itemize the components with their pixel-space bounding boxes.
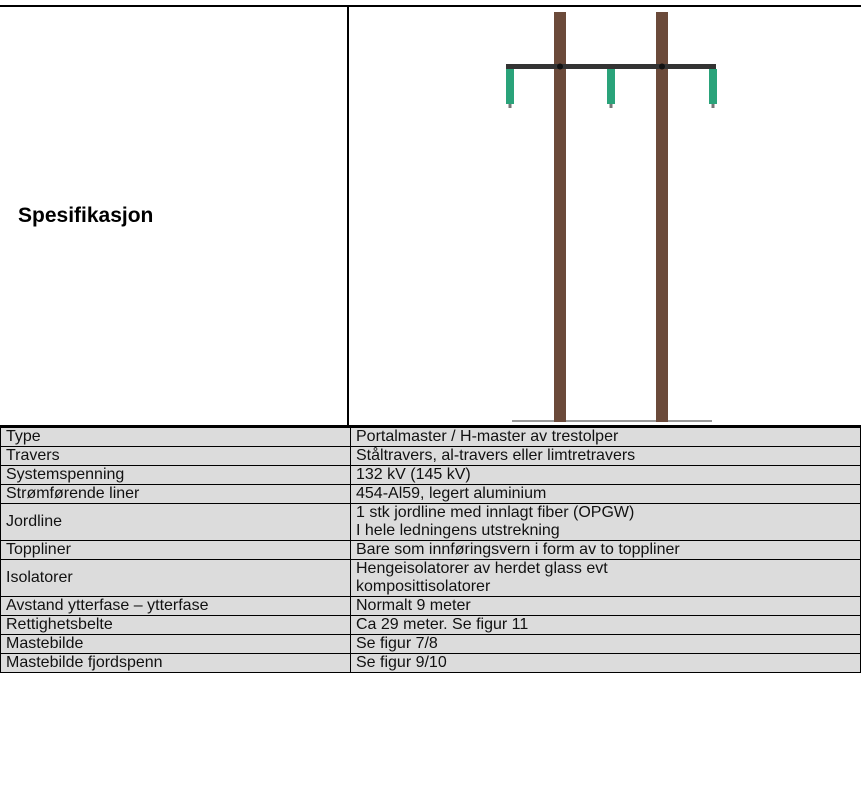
spec-label: Systemspenning bbox=[0, 465, 351, 485]
spec-label: Toppliner bbox=[0, 540, 351, 560]
spec-label: Mastebilde fjordspenn bbox=[0, 653, 351, 673]
spec-row: Travers Ståltravers, al-travers eller lim… bbox=[0, 446, 861, 466]
spec-value: Ståltravers, al-travers eller limtretrav… bbox=[350, 446, 861, 466]
spec-label: Strømførende liner bbox=[0, 484, 351, 504]
spec-value-line: Bare som innføringsvern i form av to top… bbox=[356, 541, 680, 558]
spec-rows: Type Portalmaster / H-master av trestolpe… bbox=[0, 427, 861, 673]
spec-value: 454-Al59, legert aluminium bbox=[350, 484, 861, 504]
spec-label: Mastebilde bbox=[0, 634, 351, 654]
spec-value: Portalmaster / H-master av trestolper bbox=[350, 427, 861, 447]
spec-value-line: Hengeisolatorer av herdet glass evt bbox=[356, 560, 608, 577]
spec-value-line: Se figur 9/10 bbox=[356, 654, 447, 671]
title: Spesifikasjon bbox=[0, 7, 349, 425]
spec-value: 132 kV (145 kV) bbox=[350, 465, 861, 485]
pole-drawing bbox=[506, 12, 717, 422]
spec-value-line: I hele ledningens utstrekning bbox=[356, 522, 560, 539]
spec-row: Mastebilde Se figur 7/8 bbox=[0, 634, 861, 654]
spec-row: Type Portalmaster / H-master av trestolpe… bbox=[0, 427, 861, 447]
spec-label: Avstand ytterfase – ytterfase bbox=[0, 596, 351, 616]
spec-value-line: komposittisolatorer bbox=[356, 578, 491, 595]
header-row: Spesifikasjon bbox=[0, 7, 861, 427]
spec-value: Ca 29 meter. Se figur 11 bbox=[350, 615, 861, 635]
spec-row: Isolatorer Hengeisolatorer av herdet glas… bbox=[0, 559, 861, 597]
spec-row: Avstand ytterfase – ytterfase Normalt 9 m… bbox=[0, 596, 861, 616]
spec-row: Jordline 1 stk jordline med innlagt fiber… bbox=[0, 503, 861, 541]
spec-value-line: 132 kV (145 kV) bbox=[356, 466, 471, 483]
spec-label: Jordline bbox=[0, 503, 351, 541]
spec-row: Strømførende liner 454-Al59, legert alumi… bbox=[0, 484, 861, 504]
spec-value: 1 stk jordline med innlagt fiber (OPGW) I… bbox=[350, 503, 861, 541]
spec-row: Toppliner Bare som innføringsvern i form … bbox=[0, 540, 861, 560]
spec-value: Normalt 9 meter bbox=[350, 596, 861, 616]
spec-value-line: Ståltravers, al-travers eller limtretrav… bbox=[356, 447, 636, 464]
spec-value-line: Normalt 9 meter bbox=[356, 597, 471, 614]
spec-value: Se figur 7/8 bbox=[350, 634, 861, 654]
spec-row: Mastebilde fjordspenn Se figur 9/10 bbox=[0, 653, 861, 673]
spec-row: Rettighetsbelte Ca 29 meter. Se figur 11 bbox=[0, 615, 861, 635]
spec-label: Travers bbox=[0, 446, 351, 466]
spec-label: Rettighetsbelte bbox=[0, 615, 351, 635]
spec-value-line: Ca 29 meter. Se figur 11 bbox=[356, 616, 529, 633]
spec-row: Systemspenning 132 kV (145 kV) bbox=[0, 465, 861, 485]
spec-label: Type bbox=[0, 427, 351, 447]
spec-label: Isolatorer bbox=[0, 559, 351, 597]
spec-value-line: Portalmaster / H-master av trestolper bbox=[356, 428, 619, 445]
spec-value-line: Se figur 7/8 bbox=[356, 635, 438, 652]
spec-value: Se figur 9/10 bbox=[350, 653, 861, 673]
spec-value: Bare som innføringsvern i form av to top… bbox=[350, 540, 861, 560]
spec-value: Hengeisolatorer av herdet glass evt kompo… bbox=[350, 559, 861, 597]
spec-value-line: 454-Al59, legert aluminium bbox=[356, 485, 547, 502]
spec-table: Spesifikasjon Type Portalmaster / H-maste… bbox=[0, 5, 861, 789]
spec-value-line: 1 stk jordline med innlagt fiber (OPGW) bbox=[356, 504, 635, 521]
